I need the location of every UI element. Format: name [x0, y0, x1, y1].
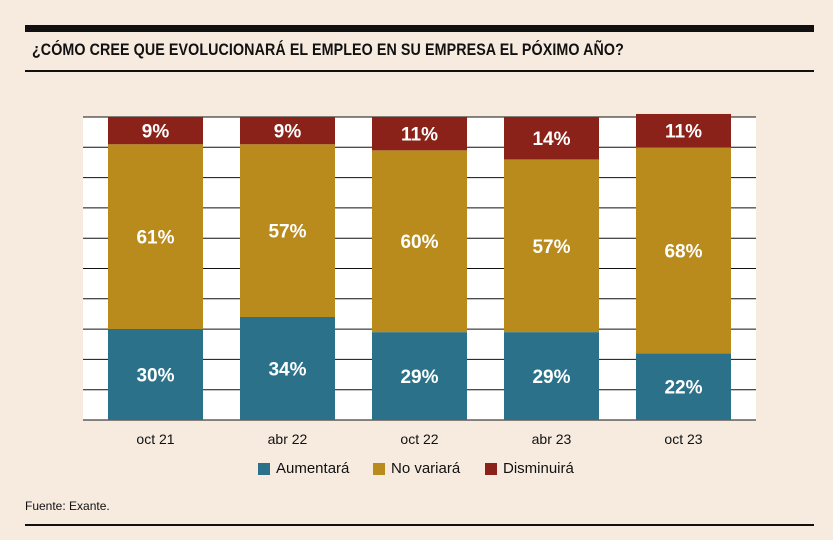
bar-segment	[108, 329, 203, 420]
category-label: oct 23	[664, 431, 702, 447]
data-label: 14%	[532, 129, 570, 150]
legend-label-disminuira: Disminuirá	[503, 460, 574, 477]
bar-segment	[636, 147, 731, 354]
legend-label-aumentara: Aumentará	[276, 460, 350, 477]
chart-title: ¿CÓMO CREE QUE EVOLUCIONARÁ EL EMPLEO EN…	[32, 40, 624, 59]
category-label: abr 23	[532, 431, 572, 447]
legend-item-no-variara: No variará	[373, 460, 460, 477]
bar-segment	[504, 332, 599, 420]
bar-segment	[372, 150, 467, 333]
data-label: 68%	[664, 241, 702, 262]
bar-segment	[504, 159, 599, 333]
legend-label-no-variara: No variará	[391, 460, 461, 477]
title-rule	[25, 70, 814, 72]
data-label: 60%	[400, 232, 438, 253]
data-label: 22%	[664, 378, 702, 399]
data-label: 11%	[665, 122, 702, 143]
bar-segment	[504, 117, 599, 160]
bar-segment	[108, 144, 203, 330]
bar-segment	[240, 316, 335, 420]
legend-swatch-disminuira	[485, 462, 497, 475]
legend-item-aumentara: Aumentará	[258, 460, 349, 477]
data-label: 11%	[401, 125, 438, 146]
category-label: abr 22	[268, 431, 308, 447]
bar-segment	[240, 117, 335, 145]
data-label: 57%	[532, 237, 570, 258]
data-label: 9%	[142, 122, 170, 143]
bar-segment	[636, 113, 731, 148]
legend-swatch-no-variara	[373, 462, 385, 475]
bar-segment	[372, 117, 467, 151]
data-label: 29%	[532, 367, 570, 388]
legend: Aumentará No variará Disminuirá	[0, 460, 833, 480]
legend-item-disminuira: Disminuirá	[485, 460, 574, 477]
data-label: 30%	[136, 366, 174, 387]
data-label: 34%	[268, 359, 306, 380]
data-label: 9%	[274, 122, 302, 143]
data-label: 61%	[136, 228, 174, 249]
bottom-rule	[25, 524, 814, 526]
category-label: oct 21	[136, 431, 174, 447]
legend-swatch-aumentara	[258, 462, 270, 475]
bar-segment	[372, 332, 467, 420]
data-label: 57%	[268, 222, 306, 243]
category-label: oct 22	[400, 431, 438, 447]
bar-segment	[636, 353, 731, 420]
bar-segment	[240, 144, 335, 317]
source-note: Fuente: Exante.	[25, 499, 110, 513]
data-label: 29%	[400, 367, 438, 388]
bar-segment	[108, 117, 203, 145]
top-rule	[25, 25, 814, 32]
